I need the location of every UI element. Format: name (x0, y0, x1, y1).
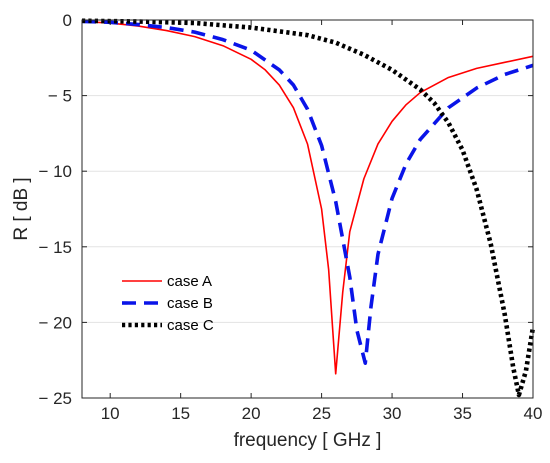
axes-box (81, 19, 534, 399)
y-tick-label: − 10 (38, 162, 72, 181)
legend: case A case B case C (122, 273, 214, 334)
legend-label-2: case B (167, 295, 213, 312)
x-tick-label: 30 (383, 404, 402, 423)
x-tick-label: 40 (524, 404, 543, 423)
y-tick-label: 0 (63, 11, 72, 30)
series-line-3 (81, 18, 536, 398)
series-line-2 (81, 19, 534, 366)
axes: 10 15 20 25 30 35 40 0 − 5 − 10 − 15 − 20 − 25 (38, 11, 542, 423)
plot-area (81, 18, 536, 398)
legend-label-3: case C (167, 317, 214, 334)
y-tick-label: − 15 (38, 238, 72, 257)
x-tick-label: 10 (101, 404, 120, 423)
y-tick-label: − 5 (48, 87, 72, 106)
grid-lines (82, 19, 533, 399)
legend-label-1: case A (167, 273, 212, 290)
series-line-1 (81, 20, 534, 375)
x-axis-title: frequency [ GHz ] (234, 430, 382, 451)
y-axis-title: R [ dB ] (11, 177, 32, 240)
y-tick-label: − 25 (38, 389, 72, 408)
x-tick-label: 35 (453, 404, 472, 423)
y-tick-label: − 20 (38, 313, 72, 332)
x-tick-label: 15 (171, 404, 190, 423)
x-tick-label: 20 (242, 404, 261, 423)
x-tick-label: 25 (312, 404, 331, 423)
